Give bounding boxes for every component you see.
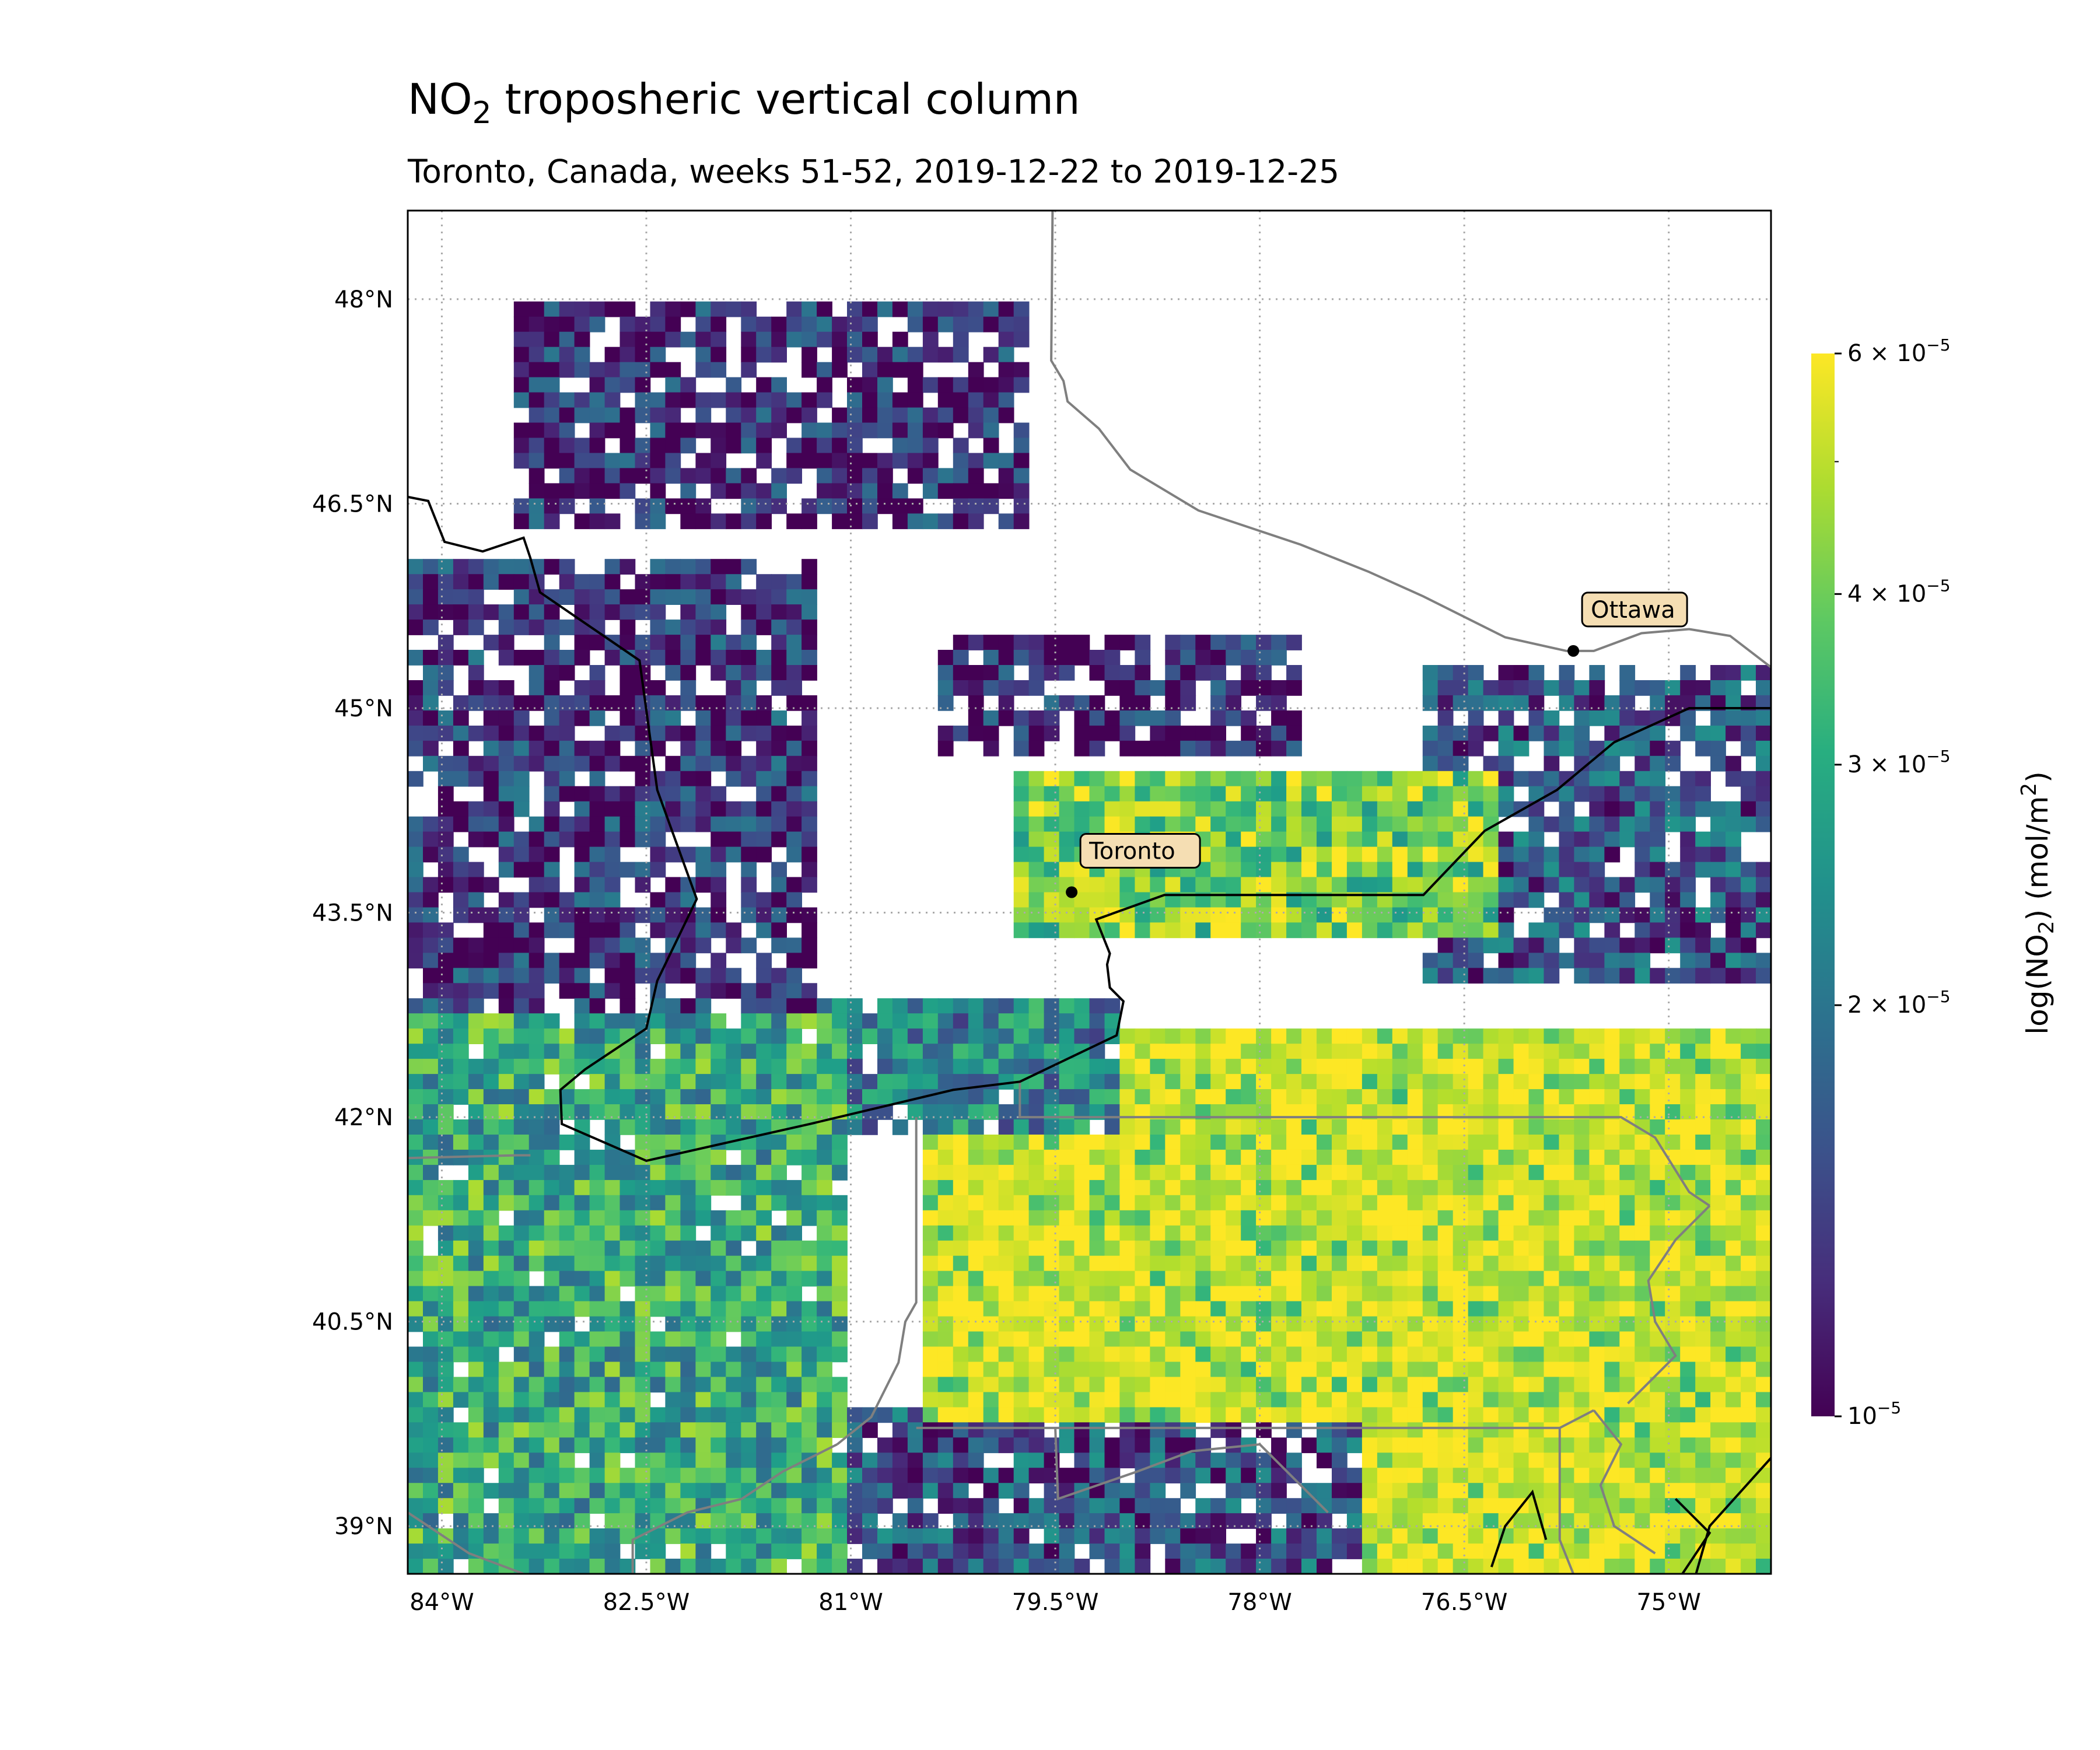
state-boundary [1054,1427,1329,1514]
city-label: Ottawa [1591,597,1675,624]
latitude-tick-label: 43.5°N [312,900,393,927]
international-border [408,495,1771,1162]
longitude-tick-label: 82.5°W [603,1589,690,1616]
map-frame [407,209,1772,1575]
colorbar-tick-label: 4 × 10−5 [1847,576,1951,607]
political-boundaries [408,211,1771,1574]
longitude-tick-labels: 84°W 82.5°W 81°W 79.5°W 78°W 76.5°W 75°W [410,1589,1701,1616]
chart-subtitle: Toronto, Canada, weeks 51-52, 2019-12-22… [408,153,1340,190]
state-boundary [1558,1427,1574,1574]
colorbar-tick-label: 6 × 10−5 [1847,335,1951,367]
latitude-tick-label: 40.5°N [312,1309,393,1336]
latitude-tick-label: 46.5°N [312,491,393,517]
colorbar-label: log(NO2) (mol/m2) [2017,771,2059,1034]
state-boundary [408,1511,524,1574]
longitude-tick-label: 76.5°W [1421,1589,1508,1616]
coastline [1674,1498,1712,1574]
colorbar-tick-label: 10−5 [1847,1398,1901,1430]
state-boundary [408,1154,531,1160]
longitude-tick-label: 81°W [818,1589,883,1616]
colorbar-gradient [1811,354,1835,1416]
state-boundary [1592,1409,1656,1555]
state-boundary [1627,1205,1711,1405]
colorbar-ticks: 6 × 10−5 4 × 10−5 3 × 10−5 2 × 10−5 10−5 [1835,335,1951,1430]
city-label-box [1581,592,1688,628]
latitude-tick-label: 39°N [334,1513,393,1540]
longitude-tick-label: 78°W [1227,1589,1292,1616]
title-text-rest: troposheric vertical column [491,75,1080,124]
title-text: NO [408,75,473,124]
state-boundary [631,1443,838,1574]
state-boundary [836,1117,918,1446]
latitude-tick-label: 45°N [334,695,393,722]
chart-title: NO2 troposheric vertical column [408,75,1080,131]
city-markers: Toronto Ottawa [1066,592,1688,898]
city-label-box [1079,833,1201,869]
colorbar-tick-label: 2 × 10−5 [1847,987,1951,1019]
state-boundary [1019,1082,1710,1207]
no2-heatmap [408,301,1771,1574]
provincial-boundary [1050,211,1771,668]
latitude-tick-label: 48°N [334,286,393,313]
title-subscript: 2 [472,96,492,131]
city-marker [1567,645,1580,657]
longitude-tick-label: 79.5°W [1012,1589,1099,1616]
coastline [1490,1489,1548,1567]
longitude-tick-label: 75°W [1636,1589,1700,1616]
colorbar: 6 × 10−5 4 × 10−5 3 × 10−5 2 × 10−5 10−5 log… [1811,335,2059,1430]
city-label: Toronto [1088,838,1175,865]
city-marker [1066,886,1078,898]
colorbar-tick-label: 3 × 10−5 [1847,747,1951,778]
coastline [1695,1457,1771,1574]
longitude-tick-label: 84°W [410,1589,474,1616]
latitude-tick-labels: 48°N 46.5°N 45°N 43.5°N 42°N 40.5°N 39°N [312,286,393,1540]
latitude-tick-label: 42°N [334,1104,393,1131]
